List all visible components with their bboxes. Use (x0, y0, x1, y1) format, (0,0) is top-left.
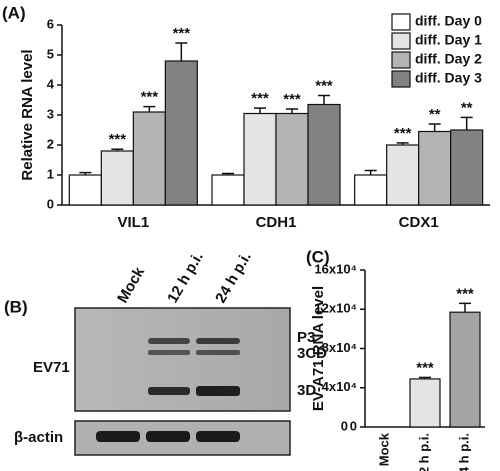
row-label: EV71 (33, 359, 70, 376)
band-label: 3D (297, 382, 316, 399)
significance: *** (394, 125, 412, 142)
significance: *** (315, 77, 333, 94)
band (148, 350, 190, 355)
bar (450, 129, 484, 206)
band (196, 386, 240, 396)
band (196, 431, 240, 442)
significance: *** (416, 359, 434, 376)
bar (211, 174, 245, 206)
y-tick-label: 6 (47, 16, 54, 31)
bar (164, 60, 198, 206)
band-label: P3 (297, 329, 315, 346)
y-tick-label: 3 (47, 106, 54, 121)
y-tick-label: 16x10⁴ (314, 261, 357, 276)
bar (418, 130, 452, 206)
x-tick-label: CDX1 (399, 214, 439, 231)
bar (100, 150, 134, 206)
y-tick-label: 0 (47, 196, 54, 211)
legend-label: diff. Day 2 (415, 51, 482, 67)
significance: ** (461, 99, 473, 116)
x-tick-label: 24 h p.i. (456, 433, 471, 471)
significance: *** (456, 285, 474, 302)
x-tick-label: CDH1 (256, 214, 297, 231)
y-tick-label: 1 (47, 166, 54, 181)
lane-label: Mock (114, 264, 148, 306)
y-axis-label: Relative RNA level (19, 49, 36, 180)
y-tick-label: 2 (47, 136, 54, 151)
bar (132, 111, 166, 206)
y-tick-label: 8x10⁴ (322, 340, 357, 355)
bar (354, 174, 388, 206)
legend-label: diff. Day 0 (415, 13, 482, 29)
band (148, 338, 190, 344)
legend-label: diff. Day 3 (415, 70, 482, 86)
lane-label: 12 h p.i. (164, 249, 207, 306)
blot-membrane (74, 307, 291, 412)
band (196, 350, 240, 355)
panel-label: (A) (2, 3, 26, 22)
legend-swatch (391, 51, 411, 69)
bar (68, 174, 102, 206)
band (146, 431, 190, 442)
western-blot: (B) EV71 β-actin P3 3CD 3D Mock 12 h p.i… (4, 249, 327, 456)
band-label: 3CD (297, 345, 327, 362)
x-tick-label: VIL1 (117, 214, 149, 231)
legend-label: diff. Day 1 (415, 32, 482, 48)
bar (307, 103, 341, 206)
bar (449, 311, 481, 428)
significance: *** (109, 131, 127, 148)
panel-label: (C) (306, 247, 330, 266)
significance: *** (141, 89, 159, 106)
legend-swatch (391, 70, 411, 88)
value-label: 0 (341, 418, 348, 433)
x-tick-label: Mock (376, 432, 391, 466)
bar (275, 112, 309, 206)
row-label: β-actin (14, 429, 63, 446)
panel-label: (B) (4, 297, 28, 316)
y-axis-label: EV-A71 RNA level (310, 286, 327, 411)
significance: *** (173, 25, 191, 42)
significance: ** (429, 106, 441, 123)
significance: *** (251, 90, 269, 107)
legend-swatch (391, 13, 411, 31)
lane-label: 24 h p.i. (212, 249, 255, 306)
significance: *** (283, 91, 301, 108)
y-tick-label: 4x10⁴ (322, 379, 357, 394)
y-tick-label: 5 (47, 46, 54, 61)
bar (409, 378, 441, 428)
bar (243, 112, 277, 206)
bar (386, 144, 420, 206)
y-tick-label: 12x10⁴ (314, 301, 357, 316)
y-tick-label: 0 (350, 418, 357, 433)
band (96, 431, 140, 442)
band (148, 387, 190, 395)
legend-swatch (391, 32, 411, 50)
x-tick-label: 12 h p.i. (416, 433, 431, 471)
y-tick-label: 4 (47, 76, 55, 91)
band (196, 338, 240, 344)
